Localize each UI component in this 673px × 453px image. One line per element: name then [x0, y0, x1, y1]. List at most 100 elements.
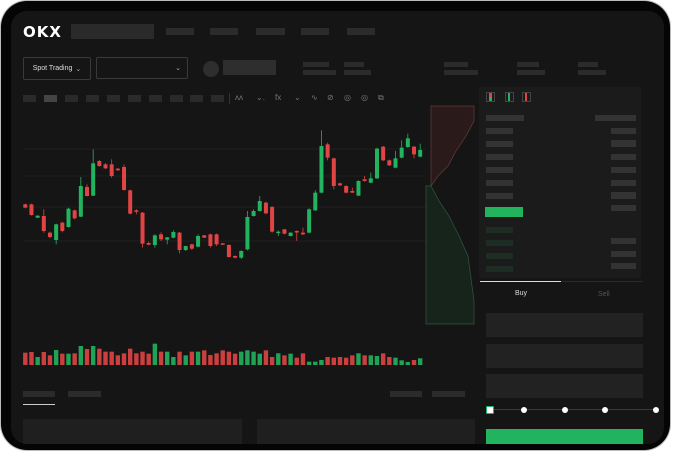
- candle-body: [245, 217, 250, 250]
- timeframe-button-active[interactable]: [44, 95, 57, 102]
- timeframe-button[interactable]: [149, 95, 162, 102]
- okx-logo[interactable]: OKX: [23, 23, 62, 41]
- volume-bar: [331, 357, 336, 365]
- camera-icon[interactable]: ◎: [344, 93, 351, 102]
- volume-bar: [90, 346, 96, 365]
- nav-item[interactable]: [256, 28, 285, 35]
- volume-bar: [362, 355, 367, 365]
- candle-body: [103, 164, 108, 169]
- timeframe-button[interactable]: [23, 95, 36, 102]
- fullscreen-icon[interactable]: ⧉: [378, 93, 384, 102]
- volume-bar: [35, 357, 40, 365]
- candle-body: [72, 210, 77, 219]
- candle-body: [251, 211, 256, 216]
- volume-bar: [23, 352, 28, 365]
- stat-label: [303, 62, 329, 67]
- volume-bar: [171, 357, 176, 365]
- total-input[interactable]: [486, 374, 643, 398]
- volume-bar: [393, 357, 398, 365]
- timeframe-button[interactable]: [170, 95, 183, 102]
- nav-item[interactable]: [210, 28, 238, 35]
- amount-input[interactable]: [486, 344, 643, 368]
- filter-button[interactable]: [390, 391, 422, 397]
- price-input[interactable]: [486, 313, 643, 337]
- candle-body: [270, 207, 275, 232]
- slider-step-75[interactable]: [602, 407, 608, 413]
- volume-bar: [245, 350, 250, 365]
- amount-slider[interactable]: [491, 409, 656, 410]
- volume-bar: [251, 351, 256, 365]
- candlestick-chart[interactable]: [11, 11, 481, 381]
- last-price-badge: [485, 207, 523, 217]
- timeframe-button[interactable]: [107, 95, 120, 102]
- tab-buy[interactable]: Buy: [515, 290, 528, 297]
- tab-order-history[interactable]: [68, 391, 101, 397]
- timeframe-button[interactable]: [190, 95, 203, 102]
- ask-amount: [611, 205, 636, 211]
- candle-body: [214, 234, 219, 245]
- indicator-icon[interactable]: ʌʌ: [235, 93, 243, 102]
- timeframe-button[interactable]: [86, 95, 99, 102]
- buy-button[interactable]: [486, 429, 643, 444]
- slider-handle[interactable]: [486, 406, 494, 414]
- volume-bar: [165, 351, 170, 365]
- candle-body: [368, 178, 373, 183]
- candle-body: [177, 232, 182, 250]
- volume-bar: [189, 351, 195, 365]
- volume-bar: [214, 353, 219, 365]
- nav-item[interactable]: [301, 28, 329, 35]
- candle-body: [152, 235, 157, 245]
- candle-body: [374, 148, 379, 179]
- candle-body: [159, 234, 164, 240]
- volume-bar: [319, 360, 324, 365]
- candle-body: [128, 190, 133, 214]
- timeframe-button[interactable]: [128, 95, 141, 102]
- orderbook-asks-icon[interactable]: [522, 92, 531, 102]
- tab-open-orders[interactable]: [23, 391, 55, 397]
- chart-type-icon[interactable]: ⌄.: [256, 93, 265, 102]
- volume-bar: [374, 356, 380, 365]
- stat-label: [578, 62, 598, 67]
- ask-price: [486, 128, 513, 134]
- candle-body: [288, 232, 293, 236]
- nav-item[interactable]: [166, 28, 194, 35]
- candle-body: [29, 204, 34, 215]
- spot-trading-dropdown[interactable]: Spot Trading ⌄: [23, 57, 91, 80]
- line-tool-icon[interactable]: ∿: [311, 93, 318, 102]
- pencil-icon[interactable]: ⊘: [327, 93, 334, 102]
- timeframe-button[interactable]: [65, 95, 78, 102]
- slider-step-25[interactable]: [521, 407, 527, 413]
- chevron-down-icon[interactable]: ⌄: [294, 93, 301, 102]
- candle-body: [418, 150, 423, 157]
- settings-icon[interactable]: ◎: [361, 93, 368, 102]
- candle-body: [313, 192, 318, 211]
- volume-bar: [208, 355, 213, 365]
- app-screen: OKX Spot Trading ⌄ ⌄ ʌʌ ⌄. fx ⌄ ∿ ⊘ ◎ ◎ …: [11, 11, 664, 444]
- filter-button[interactable]: [432, 391, 465, 397]
- volume-bar: [294, 357, 299, 365]
- depth-asks-area: [430, 105, 475, 188]
- ask-amount: [611, 140, 636, 146]
- volume-bar: [72, 353, 77, 365]
- volume-bar: [313, 361, 318, 365]
- tab-sell[interactable]: Sell: [598, 291, 610, 298]
- slider-step-100[interactable]: [653, 407, 659, 413]
- search-box[interactable]: [71, 24, 154, 39]
- volume-bar: [417, 358, 423, 365]
- slider-step-50[interactable]: [562, 407, 568, 413]
- pair-selector-dropdown[interactable]: ⌄: [96, 57, 188, 79]
- volume-bar: [380, 353, 386, 365]
- nav-item[interactable]: [347, 28, 375, 35]
- volume-bar: [337, 357, 343, 365]
- candle-body: [331, 158, 336, 186]
- volume-bar: [226, 351, 232, 365]
- bid-price: [486, 253, 513, 259]
- candle-body: [140, 212, 145, 244]
- bid-amount: [611, 263, 636, 269]
- fx-icon[interactable]: fx: [275, 93, 282, 102]
- orderbook-bids-icon[interactable]: [505, 92, 514, 102]
- orderbook-both-icon[interactable]: [486, 92, 495, 102]
- candle-body: [85, 187, 89, 196]
- timeframe-button[interactable]: [211, 95, 224, 102]
